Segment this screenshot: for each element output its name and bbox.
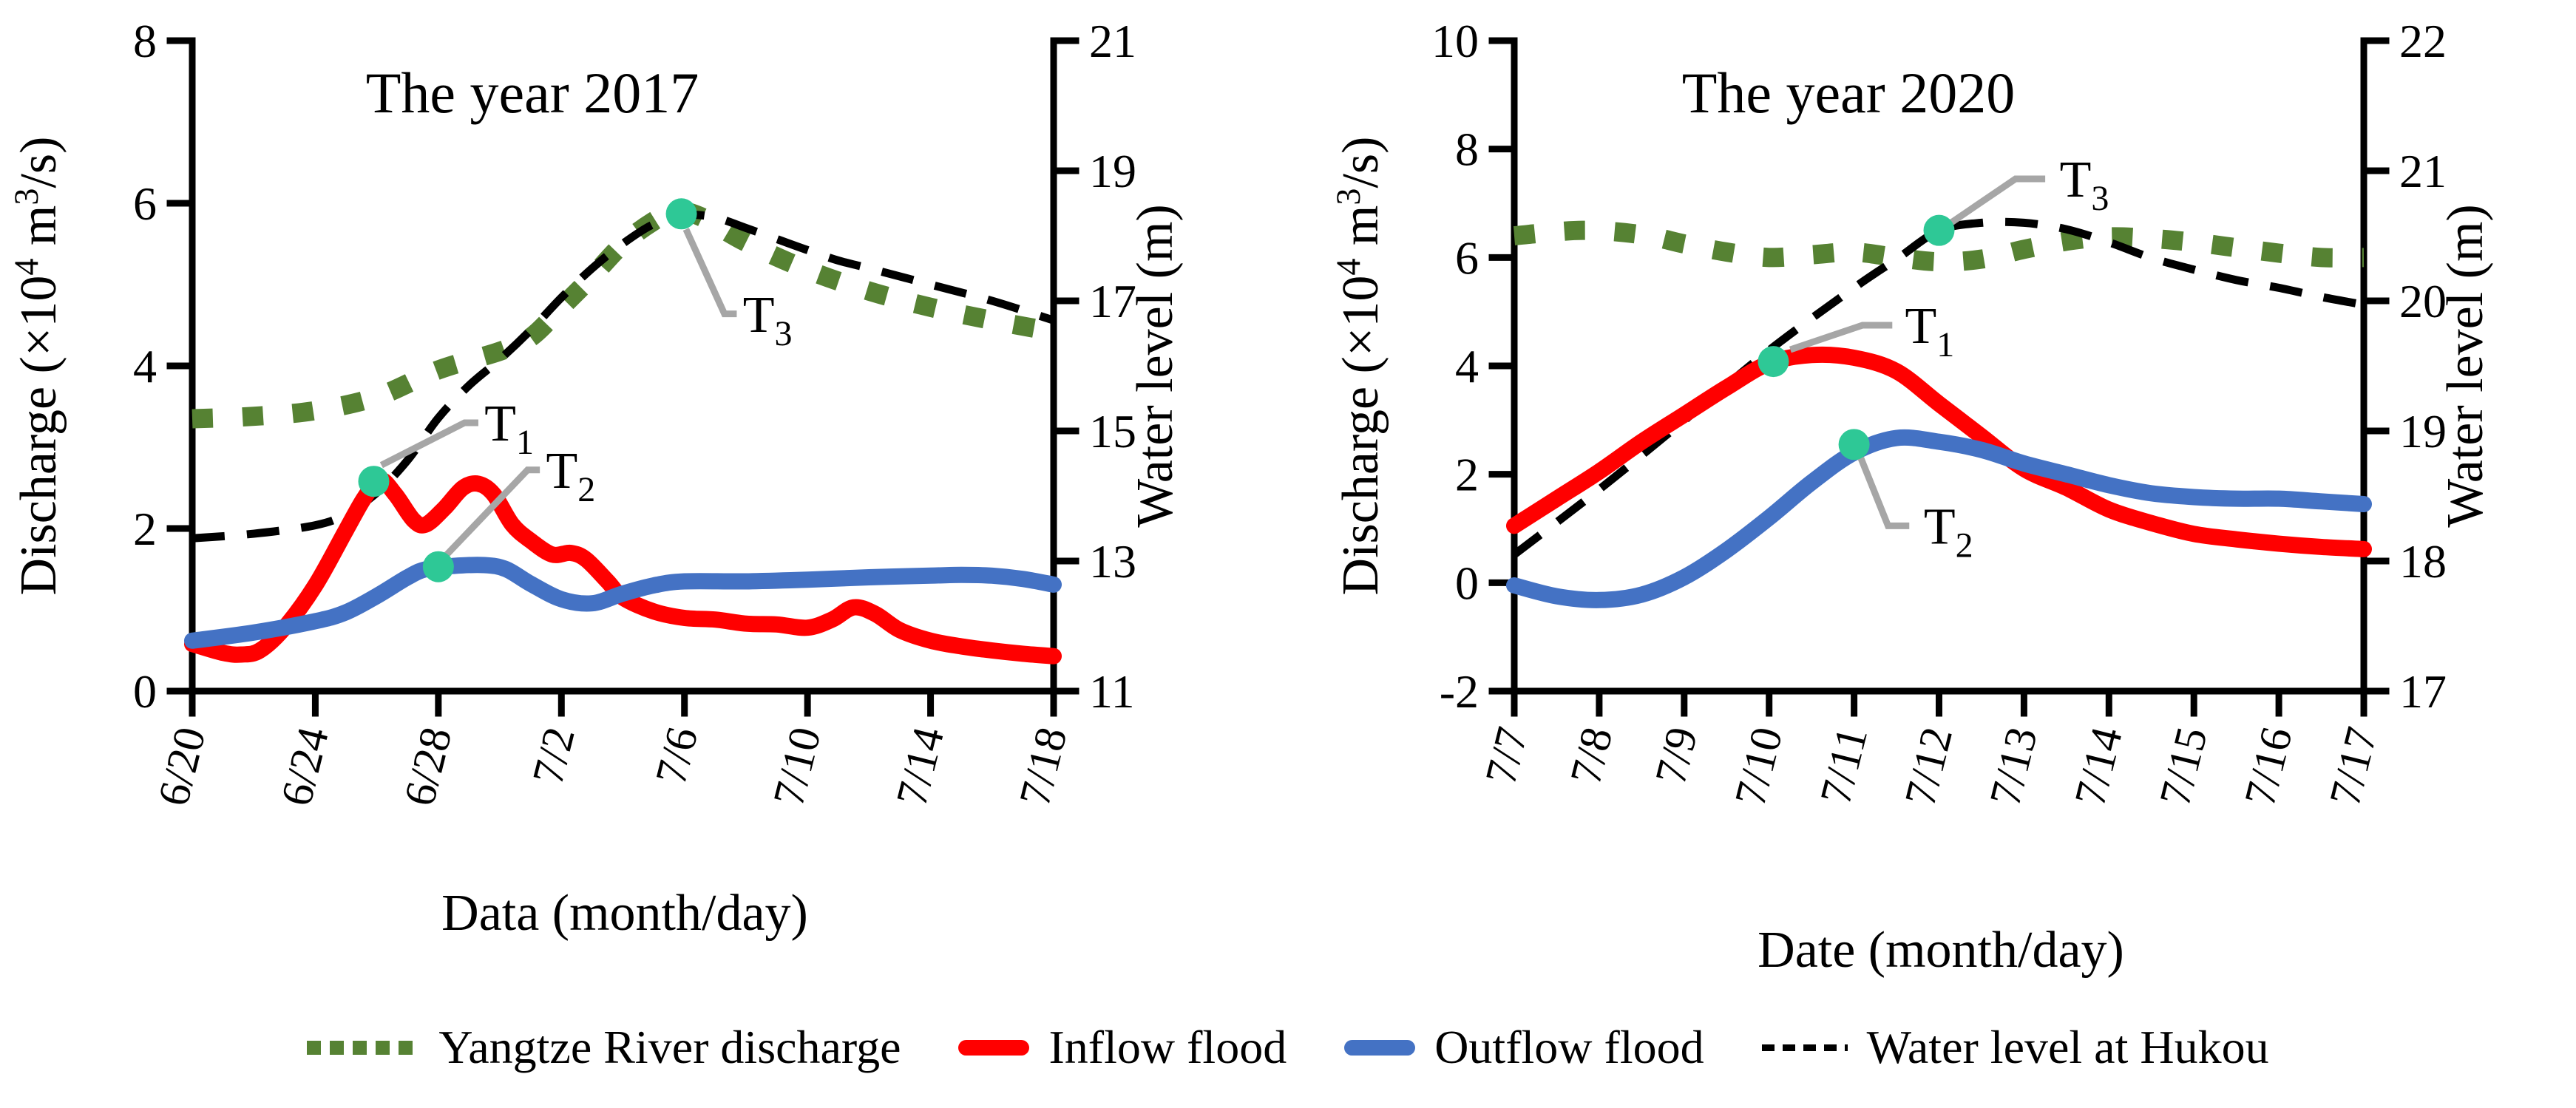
- x-tick-label: 7/2: [523, 722, 584, 789]
- y-right-tick-label: 19: [1089, 145, 1136, 197]
- y-left-tick-label: 6: [133, 177, 157, 230]
- x-tick-label: 7/12: [1895, 722, 1962, 810]
- x-tick-label: 7/13: [1980, 722, 2047, 810]
- annotation-leader-t3: [1950, 175, 2046, 225]
- y-left-tick-label: -2: [1440, 665, 1479, 718]
- x-tick-label: 7/10: [1725, 722, 1792, 810]
- x-tick-label: 7/10: [764, 722, 830, 810]
- x-tick-label: 7/14: [2065, 722, 2132, 810]
- series-inflow-flood-y2020: [1506, 346, 2372, 557]
- legend: Yangtze River discharge Inflow flood Outfl…: [0, 1007, 2576, 1088]
- x-tick-label: 7/9: [1646, 722, 1707, 789]
- event-marker-t1: [1758, 346, 1789, 378]
- legend-item-inflow-flood: Inflow flood: [958, 1020, 1287, 1075]
- y-right-tick-label: 15: [1089, 405, 1136, 458]
- annotation-label-t1: T1: [484, 395, 534, 462]
- y-right-tick-label: 11: [1089, 665, 1135, 718]
- y-left-tick-label: 8: [133, 15, 157, 67]
- x-tick-label: 7/14: [887, 722, 953, 810]
- y-left-axis-title: Discharge (×104 m3/s): [1329, 137, 1389, 596]
- y-right-axis-title: Water level (m): [2437, 204, 2494, 527]
- chart-2017-title: The year 2017: [366, 61, 699, 125]
- x-tick-label: 6/28: [395, 722, 461, 810]
- x-tick-label: 7/6: [646, 722, 708, 789]
- y-right-tick-label: 17: [1089, 275, 1136, 327]
- annotation-label-t3: T3: [2060, 152, 2109, 218]
- x-tick-label: 7/18: [1010, 722, 1077, 810]
- annotation-leader-t1: [379, 419, 478, 469]
- chart-y2017: 0 2 4 6 8 11 13 15 17 19 21 6/20 6/24 6/28 7/2 7/6 7/10 7…: [7, 15, 1184, 811]
- y-left-tick-label: 8: [1455, 123, 1479, 176]
- series-outflow-flood-y2017: [184, 557, 1062, 649]
- y-right-tick-label: 18: [2399, 535, 2447, 588]
- event-marker-t1: [358, 466, 390, 497]
- legend-item-yangtze-river-discharge: Yangtze River discharge: [307, 1020, 901, 1075]
- chart-2020-x-axis-title: Date (month/day): [1758, 922, 2124, 979]
- y-left-tick-label: 2: [133, 503, 157, 555]
- y-left-tick-label: 0: [133, 665, 157, 718]
- event-marker-t3: [1923, 214, 1955, 246]
- legend-swatch-solid-red: [958, 1039, 1030, 1056]
- x-tick-label: 7/15: [2150, 722, 2217, 810]
- y-right-tick-label: 21: [1089, 15, 1136, 67]
- annotation-leader-t1: [1789, 322, 1893, 353]
- y-left-tick-label: 2: [1455, 449, 1479, 501]
- y-left-tick-label: 0: [1455, 557, 1479, 609]
- series-water-level-at-hukou-y2020: [1511, 217, 2365, 558]
- y-left-tick-label: 10: [1431, 15, 1479, 67]
- series-yangtze-river-discharge-y2020: [1513, 220, 2365, 272]
- annotation-label-t3: T3: [743, 287, 793, 353]
- x-tick-label: 6/24: [271, 722, 338, 810]
- x-tick-label: 6/20: [149, 722, 215, 810]
- series-inflow-flood-y2017: [184, 472, 1062, 665]
- chart-2017-x-axis-title: Data (month/day): [441, 885, 808, 942]
- legend-item-outflow-flood: Outflow flood: [1344, 1020, 1704, 1075]
- series-yangtze-river-discharge-y2017: [191, 201, 1056, 429]
- y-right-tick-label: 21: [2399, 145, 2447, 197]
- y-right-tick-label: 22: [2399, 15, 2447, 67]
- legend-swatch-dotted-green: [307, 1040, 420, 1055]
- legend-item-water-level-at-hukou: Water level at Hukou: [1761, 1020, 2269, 1075]
- y-right-tick-label: 20: [2399, 275, 2447, 327]
- annotation-leader-t2: [1857, 456, 1910, 529]
- legend-label: Outflow flood: [1434, 1021, 1704, 1073]
- event-marker-t2: [1838, 429, 1870, 460]
- series-water-level-at-hukou-y2017: [191, 210, 1055, 543]
- x-tick-label: 7/8: [1561, 722, 1622, 789]
- chart-y2020: -2 0 2 4 6 8 10 17 18 19 20 21 22 7/7 7/8 7/9 7/10 7/11 7/…: [1329, 15, 2494, 811]
- legend-swatch-dashed-black: [1761, 1044, 1848, 1051]
- y-left-tick-label: 4: [133, 340, 157, 392]
- legend-swatch-solid-blue: [1344, 1039, 1416, 1056]
- plots-layer: 0 2 4 6 8 11 13 15 17 19 21 6/20 6/24 6/28 7/2 7/6 7/10 7…: [7, 15, 2494, 811]
- y-right-tick-label: 13: [1089, 535, 1136, 588]
- event-marker-t3: [665, 198, 697, 230]
- x-tick-label: 7/11: [1811, 722, 1877, 809]
- legend-label: Yangtze River discharge: [438, 1021, 901, 1073]
- legend-label: Water level at Hukou: [1866, 1021, 2269, 1073]
- chart-2020-title: The year 2020: [1682, 61, 2015, 125]
- x-tick-label: 7/17: [2320, 722, 2387, 810]
- annotation-label-t2: T2: [546, 443, 595, 509]
- y-left-tick-label: 4: [1455, 340, 1479, 392]
- x-tick-label: 7/7: [1476, 722, 1537, 789]
- annotation-leader-t3: [682, 228, 737, 318]
- y-left-axis-title: Discharge (×104 m3/s): [7, 137, 67, 596]
- annotation-leader-t2: [444, 466, 540, 558]
- y-right-tick-label: 19: [2399, 405, 2447, 458]
- y-left-tick-label: 6: [1455, 231, 1479, 284]
- annotation-label-t1: T1: [1905, 298, 1955, 364]
- annotation-label-t2: T2: [1924, 499, 1973, 565]
- series-outflow-flood-y2020: [1506, 429, 2372, 608]
- x-tick-label: 7/16: [2235, 722, 2302, 810]
- legend-label: Inflow flood: [1048, 1021, 1287, 1073]
- event-marker-t2: [422, 551, 454, 582]
- y-right-tick-label: 17: [2399, 665, 2447, 718]
- y-right-axis-title: Water level (m): [1127, 204, 1184, 527]
